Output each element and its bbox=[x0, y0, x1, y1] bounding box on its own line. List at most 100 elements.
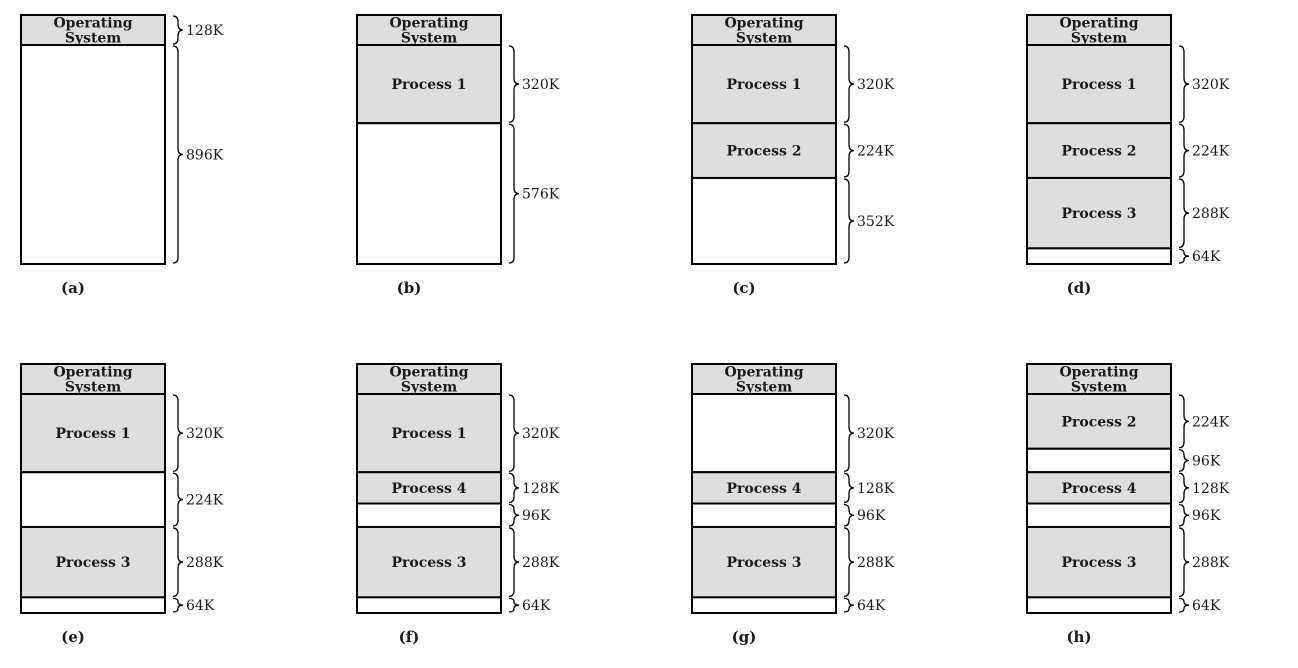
process-segment: Process 3 288K bbox=[356, 525, 560, 599]
segment-label: Process 2 bbox=[1061, 144, 1136, 160]
free-segment: 96K bbox=[1026, 502, 1221, 528]
segment-rect bbox=[356, 596, 502, 614]
segment-label: Process 1 bbox=[391, 77, 466, 93]
size-label: 288K bbox=[522, 555, 560, 571]
size-brace bbox=[172, 597, 184, 613]
segment-rect bbox=[691, 44, 837, 125]
size-label: 320K bbox=[1192, 77, 1230, 93]
segment-rect bbox=[691, 596, 837, 614]
segment-label: Process 3 bbox=[1061, 206, 1136, 222]
process-segment: Process 4 128K bbox=[356, 471, 560, 505]
size-brace bbox=[508, 472, 520, 504]
segment-label: Process 1 bbox=[726, 77, 801, 93]
segment-label: Operating bbox=[389, 16, 468, 32]
segment-label: Process 3 bbox=[726, 555, 801, 571]
free-segment: 352K bbox=[691, 176, 895, 265]
segment-rect bbox=[20, 471, 166, 528]
free-segment: 96K bbox=[691, 502, 886, 528]
free-segment: 96K bbox=[1026, 447, 1221, 474]
size-label: 128K bbox=[186, 23, 224, 39]
segment-rect bbox=[1026, 502, 1172, 528]
segment-rect bbox=[20, 363, 166, 395]
size-brace bbox=[1178, 45, 1190, 123]
segment-label: Operating bbox=[1059, 16, 1138, 32]
segment-rect bbox=[1026, 14, 1172, 46]
size-label: 224K bbox=[857, 144, 895, 160]
segment-rect bbox=[691, 471, 837, 505]
size-label: 896K bbox=[186, 148, 224, 164]
segment-label: Process 4 bbox=[1061, 481, 1136, 497]
size-brace bbox=[1178, 248, 1190, 264]
size-brace bbox=[172, 527, 184, 598]
size-label: 224K bbox=[1192, 414, 1230, 430]
size-brace bbox=[508, 45, 520, 123]
size-label: 64K bbox=[1192, 598, 1221, 614]
segment-rect bbox=[691, 502, 837, 528]
segment-rect bbox=[356, 393, 502, 474]
segment-label: System bbox=[736, 31, 793, 47]
segment-label: Process 4 bbox=[391, 481, 466, 497]
process-segment: Process 4 128K bbox=[691, 471, 895, 505]
size-brace bbox=[843, 178, 855, 264]
size-label: 288K bbox=[186, 555, 224, 571]
size-label: 64K bbox=[186, 598, 215, 614]
size-brace bbox=[508, 503, 520, 527]
size-label: 320K bbox=[857, 426, 895, 442]
segment-rect bbox=[691, 14, 837, 46]
process-segment: Process 1 320K bbox=[356, 393, 560, 474]
size-label: 128K bbox=[857, 481, 895, 497]
segment-rect bbox=[356, 44, 502, 125]
size-label: 224K bbox=[1192, 144, 1230, 160]
segment-label: System bbox=[401, 31, 458, 47]
size-brace bbox=[843, 503, 855, 527]
size-brace bbox=[1178, 394, 1190, 449]
size-label: 96K bbox=[857, 508, 886, 524]
panel-caption: (h) bbox=[1066, 628, 1091, 646]
segment-label: Operating bbox=[724, 365, 803, 381]
segment-rect bbox=[20, 525, 166, 599]
size-label: 128K bbox=[522, 481, 560, 497]
size-brace bbox=[843, 123, 855, 178]
size-brace bbox=[508, 123, 520, 264]
panel-caption: (e) bbox=[61, 628, 85, 646]
process-segment: Process 2 224K bbox=[1026, 122, 1230, 179]
size-label: 320K bbox=[857, 77, 895, 93]
segment-rect bbox=[1026, 471, 1172, 505]
size-brace bbox=[843, 45, 855, 123]
segment-label: Process 4 bbox=[726, 481, 801, 497]
process-segment: Process 3 288K bbox=[1026, 176, 1230, 250]
segment-rect bbox=[1026, 363, 1172, 395]
segment-rect bbox=[691, 176, 837, 265]
segment-label: Process 1 bbox=[55, 426, 130, 442]
segment-label: Process 1 bbox=[391, 426, 466, 442]
process-segment: Process 3 288K bbox=[20, 525, 224, 599]
size-brace bbox=[172, 394, 184, 472]
size-label: 320K bbox=[522, 426, 560, 442]
size-brace bbox=[508, 394, 520, 472]
panel-caption: (f) bbox=[399, 628, 420, 646]
size-label: 288K bbox=[1192, 555, 1230, 571]
segment-rect bbox=[20, 44, 166, 265]
size-label: 96K bbox=[1192, 453, 1221, 469]
size-label: 96K bbox=[522, 508, 551, 524]
segment-rect bbox=[1026, 525, 1172, 599]
size-brace bbox=[1178, 449, 1190, 472]
size-brace bbox=[508, 597, 520, 613]
free-segment: 224K bbox=[20, 471, 224, 528]
panel-caption: (c) bbox=[732, 279, 755, 297]
segment-label: Operating bbox=[53, 16, 132, 32]
free-segment: 64K bbox=[691, 596, 886, 614]
segment-label: Operating bbox=[1059, 365, 1138, 381]
segment-label: Process 2 bbox=[1061, 414, 1136, 430]
size-label: 288K bbox=[1192, 206, 1230, 222]
